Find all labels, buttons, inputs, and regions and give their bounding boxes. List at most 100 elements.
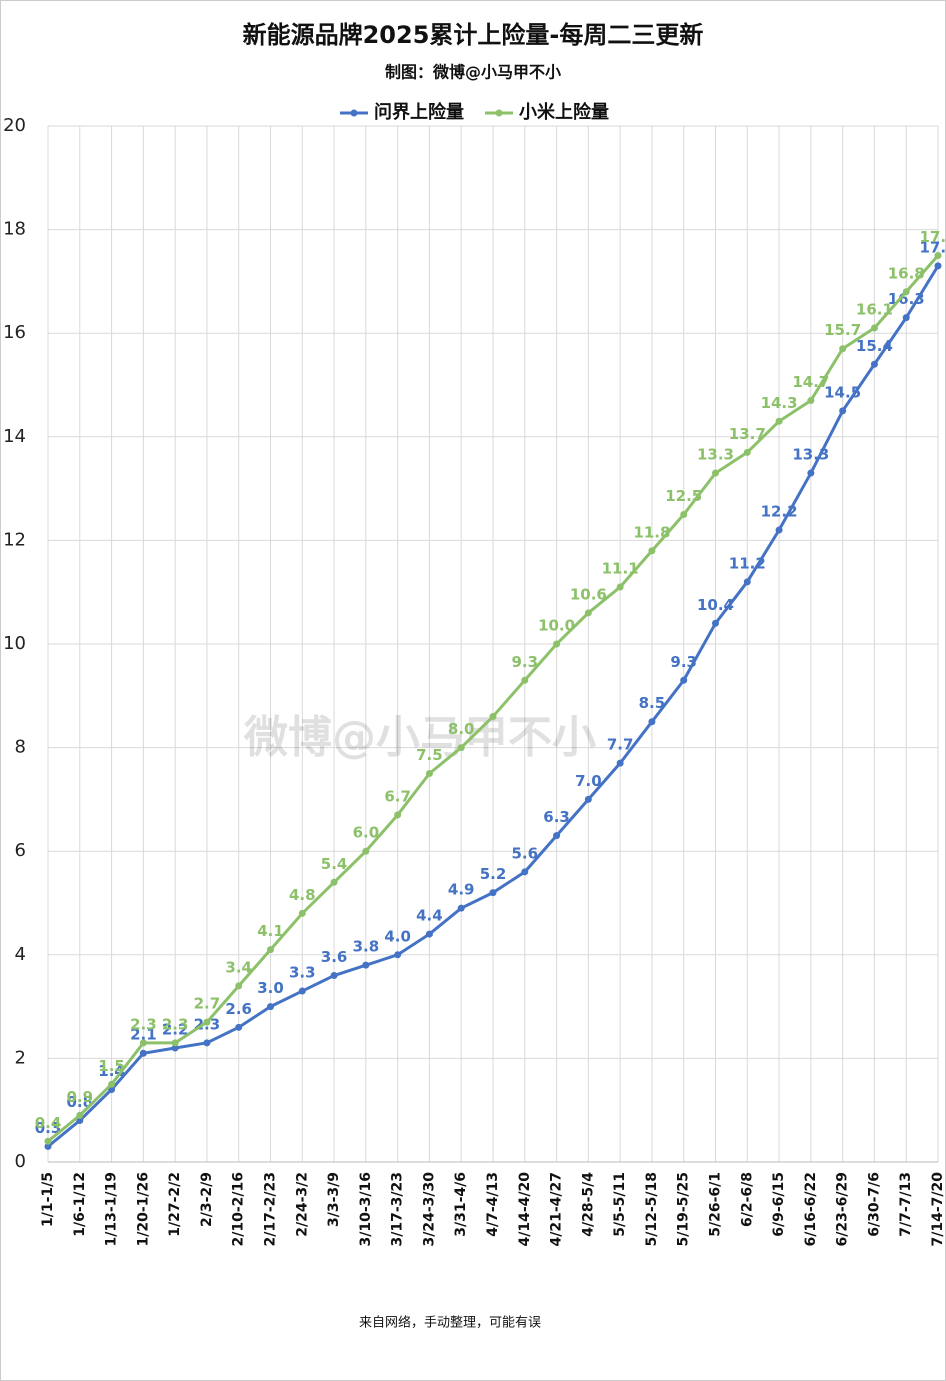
data-label: 17.3 [919, 238, 946, 256]
x-tick-label: 2/24-3/2 [294, 1172, 310, 1237]
data-label: 4.9 [448, 881, 475, 899]
point [870, 324, 878, 332]
x-tick-label: 1/20-1/26 [135, 1172, 151, 1246]
chart-title: 新能源品牌2025累计上险量-每周二三更新 [243, 21, 704, 49]
x-tick-label: 1/1-1/5 [40, 1172, 56, 1227]
data-label: 4.0 [384, 927, 411, 945]
point [807, 469, 815, 477]
y-tick-label: 12 [3, 529, 26, 550]
watermark: 微博@小马甲不小 [243, 712, 596, 763]
data-label: 14.5 [824, 383, 861, 401]
legend-marker [495, 109, 503, 117]
data-label: 10.6 [570, 585, 607, 603]
legend-label: 小米上险量 [519, 101, 609, 123]
point [584, 609, 592, 617]
data-label: 6.3 [543, 808, 570, 826]
y-tick-label: 0 [15, 1151, 26, 1172]
y-tick-label: 10 [3, 633, 26, 654]
y-tick-label: 8 [15, 737, 26, 758]
point [394, 811, 402, 819]
data-label: 16.8 [888, 264, 925, 282]
point [870, 360, 878, 368]
data-label: 14.3 [761, 394, 798, 412]
point [712, 469, 719, 477]
data-label: 5.4 [321, 855, 348, 873]
point [108, 1080, 116, 1088]
point [648, 547, 656, 555]
data-label: 2.1 [130, 1026, 157, 1044]
point [267, 1003, 274, 1011]
data-label: 10.4 [697, 596, 734, 614]
point [76, 1111, 84, 1119]
data-label: 13.3 [697, 446, 734, 464]
point [902, 314, 910, 322]
data-label: 2.3 [162, 1015, 189, 1033]
data-label: 17.5 [919, 228, 946, 246]
x-tick-label: 1/13-1/19 [104, 1172, 120, 1246]
y-tick-label: 2 [15, 1047, 26, 1068]
data-label: 10.0 [538, 617, 575, 635]
x-tick-label: 1/6-1/12 [72, 1172, 88, 1237]
x-tick-label: 3/3-3/9 [326, 1172, 342, 1227]
point [743, 578, 751, 586]
point [298, 909, 306, 917]
point [680, 511, 688, 518]
point [902, 288, 910, 296]
point [203, 1018, 211, 1026]
data-label: 2.3 [130, 1015, 157, 1033]
data-label: 0.9 [66, 1088, 93, 1106]
data-label: 6.7 [384, 787, 411, 805]
data-label: 9.3 [511, 653, 538, 671]
point [553, 832, 561, 840]
data-label: 2.2 [162, 1021, 189, 1039]
point [648, 718, 656, 726]
data-label: 3.6 [321, 948, 348, 966]
point [457, 744, 465, 752]
legend-marker [350, 109, 358, 117]
x-tick-label: 3/24-3/30 [421, 1172, 437, 1247]
data-label: 7.0 [575, 772, 602, 790]
point [807, 397, 815, 405]
point [521, 868, 529, 876]
data-label: 4.4 [416, 907, 443, 925]
y-tick-label: 18 [3, 219, 26, 240]
point [76, 1117, 84, 1125]
x-tick-label: 3/31-4/6 [453, 1172, 469, 1237]
x-tick-label: 4/21-4/27 [549, 1172, 565, 1246]
data-label: 2.7 [194, 995, 221, 1013]
x-tick-label: 1/27-2/2 [167, 1172, 183, 1237]
point [743, 448, 751, 456]
data-label: 13.3 [792, 446, 829, 464]
point [235, 1023, 243, 1031]
point [616, 759, 624, 767]
data-label: 16.1 [856, 301, 893, 319]
data-label: 3.8 [353, 938, 380, 956]
footer: 来自网络，手动整理，可能有误 [359, 1315, 541, 1331]
data-label: 8.0 [448, 720, 475, 738]
data-label: 11.2 [729, 554, 766, 572]
data-label: 1.5 [98, 1057, 125, 1075]
point [44, 1137, 52, 1145]
point [267, 946, 274, 954]
data-label: 0.8 [66, 1093, 93, 1111]
point [712, 619, 719, 627]
data-label: 4.8 [289, 886, 316, 904]
y-tick-label: 16 [3, 322, 26, 343]
point [457, 904, 465, 912]
data-label: 0.4 [35, 1114, 62, 1132]
data-label: 13.7 [729, 425, 766, 443]
data-label: 11.8 [633, 523, 670, 541]
data-label: 5.2 [480, 865, 507, 883]
point [394, 951, 402, 959]
data-label: 12.2 [761, 503, 798, 521]
point [139, 1049, 147, 1057]
data-label: 15.7 [824, 321, 861, 339]
point [775, 417, 783, 425]
point [584, 795, 592, 803]
point [775, 526, 783, 534]
y-tick-label: 14 [3, 426, 26, 447]
x-tick-label: 3/10-3/16 [358, 1172, 374, 1246]
x-tick-label: 3/17-3/23 [390, 1172, 406, 1246]
